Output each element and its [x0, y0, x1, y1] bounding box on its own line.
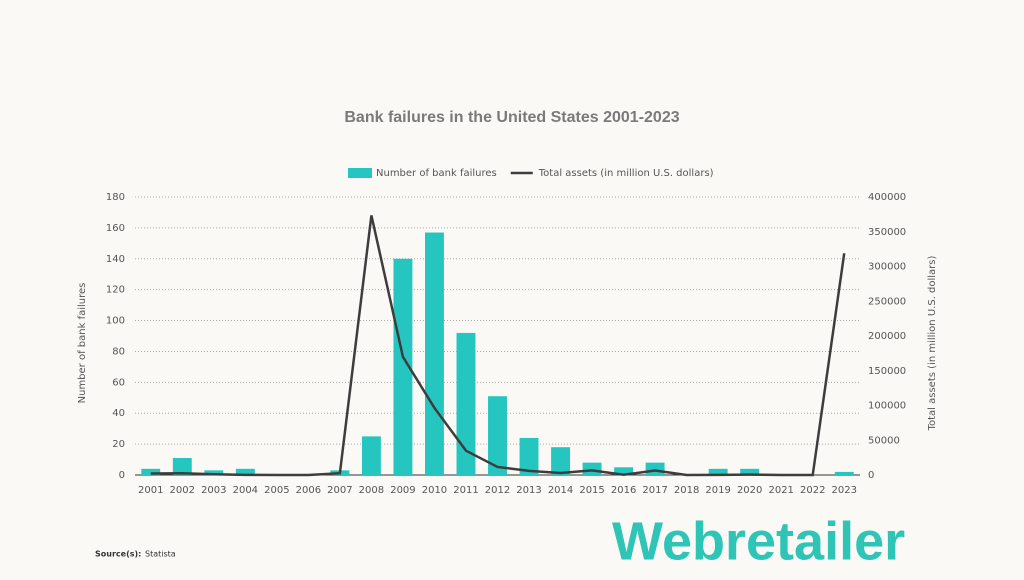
y-tick-label: 40 [112, 408, 125, 419]
bar [235, 468, 255, 475]
y-tick-label: 160 [106, 223, 125, 234]
logo: Webretailer [612, 511, 905, 571]
x-tick-label: 2016 [611, 485, 636, 496]
source-label: Source(s): [95, 550, 141, 559]
y2-tick-label: 250000 [868, 296, 906, 307]
bar [645, 462, 665, 475]
y-tick-label: 140 [106, 254, 125, 265]
bar [740, 468, 760, 475]
bar [519, 437, 539, 475]
y2-tick-label: 350000 [868, 227, 906, 238]
x-tick-label: 2007 [327, 485, 352, 496]
x-tick-label: 2017 [642, 485, 667, 496]
x-tick-label: 2021 [768, 485, 793, 496]
bar [361, 436, 381, 475]
x-tick-label: 2020 [737, 485, 762, 496]
y-tick-label: 120 [106, 285, 125, 296]
x-tick-label: 2014 [548, 485, 573, 496]
x-tick-label: 2003 [201, 485, 226, 496]
y2-tick-label: 400000 [868, 192, 906, 203]
bar [582, 462, 602, 475]
legend-label: Total assets (in million U.S. dollars) [538, 168, 714, 179]
y2-tick-label: 200000 [868, 331, 906, 342]
chart-title: Bank failures in the United States 2001-… [344, 109, 679, 126]
legend-swatch [348, 168, 372, 178]
x-tick-label: 2001 [138, 485, 163, 496]
line [150, 215, 846, 477]
y2-tick-label: 300000 [868, 262, 906, 273]
x-tick-label: 2002 [170, 485, 195, 496]
y2-tick-label: 50000 [868, 435, 900, 446]
legend-label: Number of bank failures [376, 168, 497, 179]
bar [204, 470, 224, 475]
x-tick-label: 2022 [800, 485, 825, 496]
x-tick-label: 2010 [422, 485, 447, 496]
x-tick-label: 2013 [516, 485, 541, 496]
bar [172, 458, 192, 475]
bar [614, 467, 634, 475]
x-tick-label: 2009 [390, 485, 415, 496]
bar [456, 332, 476, 475]
y-tick-label: 60 [112, 377, 125, 388]
x-tick-label: 2012 [485, 485, 510, 496]
bar [393, 258, 413, 475]
y-tick-label: 180 [106, 192, 125, 203]
x-tick-label: 2019 [705, 485, 730, 496]
bar [141, 468, 161, 475]
x-tick-label: 2018 [674, 485, 699, 496]
y-tick-label: 100 [106, 316, 125, 327]
x-tick-label: 2023 [832, 485, 857, 496]
source: Statista [145, 550, 176, 559]
bar [488, 396, 507, 475]
x-tick-label: 2008 [359, 485, 384, 496]
bar [834, 471, 854, 475]
x-tick-label: 2004 [233, 485, 258, 496]
y-axis-label: Number of bank failures [77, 283, 88, 404]
x-tick-label: 2015 [579, 485, 604, 496]
y2-axis-label: Total assets (in million U.S. dollars) [927, 256, 938, 432]
y-tick-label: 0 [119, 470, 125, 481]
y2-tick-label: 150000 [868, 366, 906, 377]
bar [551, 447, 570, 475]
y2-tick-label: 100000 [868, 401, 906, 412]
y2-tick-label: 0 [868, 470, 874, 481]
x-tick-label: 2011 [453, 485, 478, 496]
bar [425, 232, 444, 475]
x-tick-label: 2005 [264, 485, 289, 496]
y-tick-label: 20 [112, 439, 125, 450]
x-tick-label: 2006 [296, 485, 321, 496]
bar [708, 468, 728, 475]
y-tick-label: 80 [112, 346, 125, 357]
